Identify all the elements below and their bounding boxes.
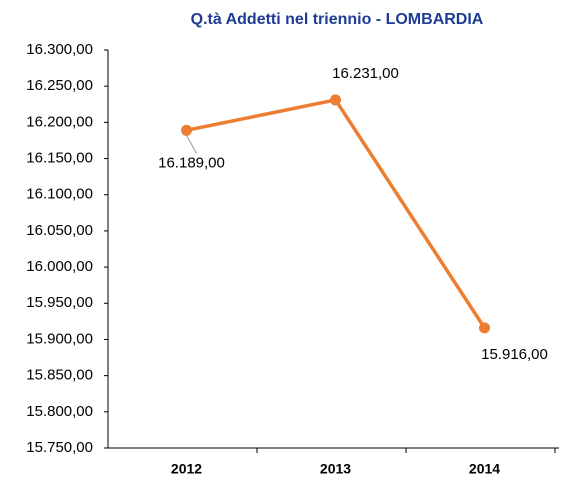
data-label: 16.231,00 [332,65,399,82]
line [186,97,486,329]
y-tick-label: 15.900,00 [26,330,93,347]
marker [330,94,341,106]
y-tick-label: 16.000,00 [26,258,93,275]
y-tick-label: 15.950,00 [26,294,93,311]
y-tick-label: 15.850,00 [26,367,93,384]
y-tick-label: 16.150,00 [26,150,93,167]
marker [181,124,192,136]
y-tick-label: 16.050,00 [26,222,93,239]
y-tick-label: 16.300,00 [26,41,93,58]
x-tick-label: 2014 [469,461,500,477]
x-tick-label: 2012 [171,461,202,477]
x-tick-label: 2013 [320,461,351,477]
marker [479,322,490,334]
y-tick-label: 15.750,00 [26,439,93,456]
data-label: 15.916,00 [481,346,548,363]
chart-title: Q.tà Addetti nel triennio - LOMBARDIA [191,11,484,28]
y-tick-label: 15.800,00 [26,403,93,420]
leader-line [186,135,197,154]
y-tick-label: 16.250,00 [26,77,93,94]
y-tick-label: 16.100,00 [26,186,93,203]
data-label: 16.189,00 [158,154,225,171]
y-tick-label: 16.200,00 [26,113,93,130]
